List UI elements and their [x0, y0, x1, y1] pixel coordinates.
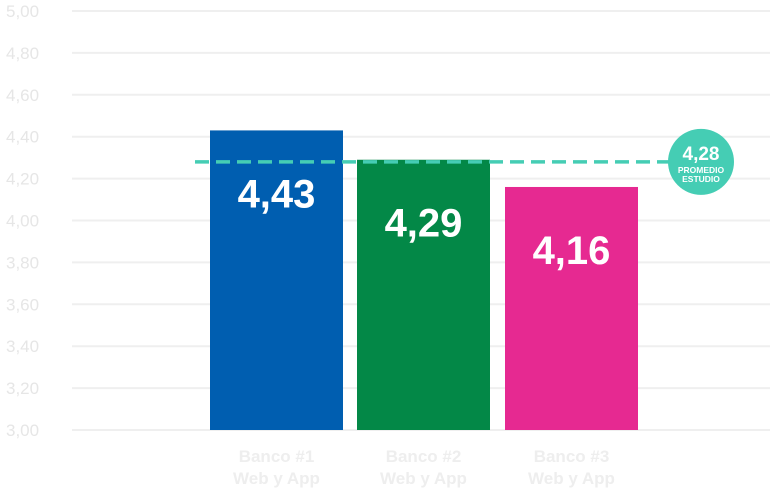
- y-tick-label: 4,60: [6, 86, 39, 105]
- x-tick-label: Banco #2: [386, 447, 462, 466]
- y-tick-label: 4,80: [6, 44, 39, 63]
- y-tick-label: 4,00: [6, 212, 39, 231]
- average-label: ESTUDIO: [682, 174, 720, 184]
- y-tick-label: 3,00: [6, 421, 39, 440]
- y-tick-label: 3,20: [6, 379, 39, 398]
- y-tick-label: 3,40: [6, 337, 39, 356]
- bar-value-label: 4,16: [533, 229, 611, 273]
- x-tick-label: Web y App: [528, 469, 615, 488]
- y-tick-label: 4,20: [6, 170, 39, 189]
- average-label: PROMEDIO: [678, 165, 725, 175]
- bar-value-label: 4,29: [385, 202, 463, 246]
- y-tick-label: 5,00: [6, 2, 39, 21]
- bar-value-label: 4,43: [238, 172, 316, 216]
- average-value: 4,28: [683, 144, 720, 165]
- x-tick-label: Web y App: [380, 469, 467, 488]
- x-tick-label: Banco #1: [239, 447, 315, 466]
- bar: [505, 186, 638, 430]
- bar: [357, 159, 490, 430]
- x-tick-label: Banco #3: [534, 447, 610, 466]
- y-tick-label: 4,40: [6, 128, 39, 147]
- x-tick-label: Web y App: [233, 469, 320, 488]
- y-tick-label: 3,60: [6, 295, 39, 314]
- bar: [210, 130, 343, 431]
- average-badge: [668, 128, 734, 195]
- y-tick-label: 3,80: [6, 253, 39, 272]
